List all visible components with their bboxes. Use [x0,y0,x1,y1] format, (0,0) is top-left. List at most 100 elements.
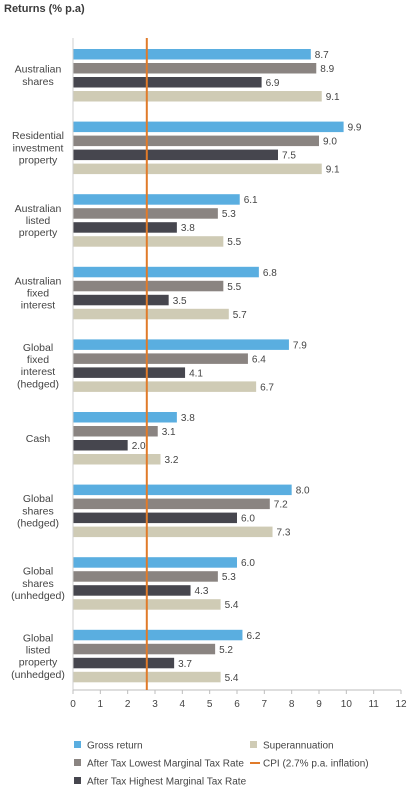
data-label: 7.5 [282,151,296,162]
category-label: listed [26,215,51,227]
data-label: 5.7 [233,310,247,321]
bar [73,440,128,451]
bar [73,63,317,74]
data-label: 5.3 [222,572,236,583]
data-label: 9.1 [326,92,340,103]
x-tick-label: 4 [180,699,186,710]
bar [73,163,322,175]
data-label: 6.9 [266,78,280,89]
data-label: 6.8 [263,268,277,279]
data-label: 6.0 [241,514,255,525]
category-label: investment [13,142,64,154]
category-label: Global [23,566,53,578]
legend-swatch [74,759,81,766]
data-label: 4.3 [195,586,209,597]
bar [73,222,177,233]
bar [73,643,216,655]
bar [73,77,262,88]
bar [73,557,237,568]
bar [73,339,289,350]
legend: Gross return Superannuation After Tax Lowe… [74,741,369,788]
category-label: Global [23,632,53,644]
data-label: 8.0 [296,486,310,497]
category-label: (hedged) [17,378,59,390]
category-label: Global [23,493,53,505]
x-tick-label: 3 [152,699,158,710]
x-tick-label: 11 [368,699,379,710]
bar [73,367,186,378]
data-label: 6.4 [252,354,266,365]
data-label: 7.9 [293,340,307,351]
x-axis-ticks: 0 1 2 3 4 5 6 7 8 9 10 11 12 [70,690,407,710]
data-label: 6.7 [260,382,274,393]
bar [73,135,319,147]
data-label: 5.5 [227,237,241,248]
data-label: 6.2 [247,631,261,642]
category-label: (hedged) [17,518,59,530]
bar [73,91,322,102]
bar [73,512,237,524]
data-label: 3.7 [178,659,192,670]
category-label: Global [23,342,53,354]
data-label: 6.0 [241,558,255,569]
legend-label: After Tax Lowest Marginal Tax Rate [87,759,244,770]
bar [73,484,292,496]
legend-swatch [74,777,81,784]
bar-group [73,49,344,683]
x-tick-label: 0 [70,699,76,710]
category-label: interest [21,300,56,312]
data-label: 2.0 [132,441,146,452]
category-label: Cash [26,433,51,445]
data-label: 5.4 [225,673,239,684]
value-labels: 8.7 8.9 6.9 9.1 9.9 9.0 7.5 9.1 6.1 5.3 3.8 5.5 6.8 5… [132,50,362,684]
bar [73,49,311,60]
bar [73,194,240,205]
bar [73,412,177,423]
data-label: 5.4 [225,600,239,611]
legend-label: After Tax Highest Marginal Tax Rate [87,777,247,788]
data-label: 8.9 [320,64,334,75]
data-label: 3.8 [181,223,195,234]
category-label: Australian [15,203,62,215]
category-label: Australian [15,64,62,76]
legend-label: Superannuation [263,741,334,752]
bar [73,353,248,364]
bar [73,426,158,437]
data-label: 9.1 [326,165,340,176]
legend-swatch [74,741,81,748]
data-label: 3.2 [165,455,179,466]
bar [73,149,278,161]
bar [73,208,218,219]
category-label: Australian [15,275,62,287]
category-label: Residential [12,130,64,142]
bar [73,629,243,641]
bar [73,266,259,278]
bar [73,294,169,306]
x-tick-label: 6 [234,699,240,710]
category-label: property [19,155,58,167]
bar [73,498,270,510]
legend-label: Gross return [87,741,143,752]
bar [73,585,191,596]
data-label: 9.9 [348,123,362,134]
category-label: (unhedged) [11,669,65,681]
category-label: shares [22,76,54,88]
category-label: (unhedged) [11,590,65,602]
category-label: property [19,227,58,239]
bar [73,526,273,538]
data-label: 7.2 [274,500,288,511]
chart-title: Returns (% p.a) [4,3,85,15]
data-label: 6.1 [244,195,258,206]
data-label: 3.8 [181,413,195,424]
data-label: 5.5 [227,282,241,293]
bar [73,236,224,247]
legend-label: CPI (2.7% p.a. inflation) [263,759,369,770]
bar [73,571,218,582]
category-label: property [19,657,58,669]
category-label: listed [26,645,51,657]
x-tick-label: 9 [316,699,322,710]
legend-swatch [250,741,257,748]
bar [73,280,224,292]
bar [73,308,229,320]
